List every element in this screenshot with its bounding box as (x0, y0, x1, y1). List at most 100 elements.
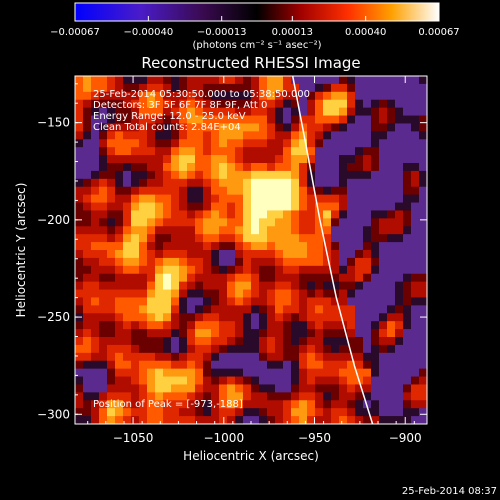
heatmap-cell (203, 368, 212, 378)
heatmap-cell (139, 155, 148, 164)
heatmap-cell (323, 76, 332, 85)
heatmap-cell (315, 155, 324, 164)
heatmap-cell (259, 376, 268, 386)
heatmap-cell (331, 210, 340, 219)
heatmap-cell (339, 352, 348, 362)
heatmap-cell (307, 155, 316, 164)
heatmap-cell (227, 131, 236, 140)
heatmap-cell (363, 329, 372, 338)
heatmap-cell (379, 257, 388, 267)
heatmap-cell (171, 376, 180, 386)
heatmap-cell (267, 400, 276, 409)
heatmap-cell (163, 273, 172, 283)
heatmap-cell (307, 368, 316, 378)
heatmap-cell (307, 178, 316, 188)
heatmap-cell (395, 360, 404, 370)
heatmap-cell (307, 392, 316, 401)
heatmap-cell (235, 289, 244, 299)
heatmap-cell (179, 281, 188, 291)
heatmap-cell (339, 289, 348, 299)
heatmap-cell (147, 305, 156, 314)
heatmap-cell (227, 226, 236, 235)
heatmap-cell (403, 147, 412, 156)
heatmap-cell (403, 155, 412, 164)
heatmap-cell (379, 194, 388, 204)
heatmap-cell (347, 194, 356, 204)
heatmap-cell (339, 400, 348, 409)
heatmap-cell (75, 265, 84, 275)
heatmap-cell (219, 392, 228, 401)
heatmap-cell (195, 250, 204, 259)
heatmap-cell (91, 99, 100, 109)
heatmap-cell (187, 360, 196, 370)
heatmap-cell (155, 99, 164, 109)
heatmap-cell (363, 163, 372, 172)
heatmap-cell (251, 313, 260, 322)
heatmap-cell (179, 115, 188, 125)
heatmap-cell (235, 368, 244, 378)
heatmap-cell (139, 368, 148, 378)
heatmap-cell (403, 218, 412, 227)
heatmap-cell (411, 337, 420, 346)
heatmap-cell (147, 329, 156, 338)
heatmap-cell (243, 194, 252, 204)
heatmap-cell (315, 352, 324, 362)
heatmap-cell (251, 123, 260, 132)
heatmap-cell (139, 265, 148, 275)
heatmap-cell (315, 234, 324, 243)
heatmap-cell (211, 123, 220, 132)
heatmap-cell (235, 273, 244, 283)
heatmap-cell (331, 360, 340, 370)
heatmap-cell (147, 337, 156, 346)
heatmap-cell (403, 344, 412, 354)
heatmap-cell (403, 273, 412, 283)
heatmap-cell (219, 83, 228, 93)
heatmap-cell (131, 178, 140, 188)
heatmap-cell (403, 305, 412, 314)
heatmap-cell (259, 91, 268, 101)
heatmap-cell (131, 194, 140, 204)
heatmap-cell (267, 352, 276, 362)
heatmap-cell (179, 416, 188, 424)
heatmap-cell (267, 163, 276, 172)
heatmap-cell (187, 297, 196, 306)
heatmap-cell (171, 321, 180, 330)
heatmap-cell (387, 281, 396, 291)
heatmap-cell (403, 210, 412, 219)
heatmap-cell (91, 178, 100, 188)
heatmap-cell (139, 218, 148, 227)
heatmap-cell (307, 321, 316, 330)
heatmap-cell (315, 368, 324, 378)
heatmap-cell (259, 297, 268, 306)
heatmap-cell (131, 147, 140, 156)
heatmap-cell (227, 376, 236, 386)
heatmap-cell (83, 265, 92, 275)
heatmap-cell (251, 392, 260, 401)
heatmap-cell (99, 384, 108, 393)
heatmap-cell (187, 99, 196, 109)
heatmap-cell (371, 155, 380, 164)
heatmap-cell (155, 163, 164, 172)
heatmap-cell (211, 163, 220, 172)
heatmap-cell (347, 242, 356, 251)
heatmap-cell (251, 352, 260, 362)
heatmap-cell (395, 329, 404, 338)
heatmap-cell (419, 242, 427, 251)
heatmap-cell (339, 115, 348, 125)
heatmap-cell (219, 202, 228, 212)
heatmap-cell (179, 163, 188, 172)
heatmap-cell (307, 218, 316, 227)
heatmap-cell (83, 281, 92, 291)
heatmap-cell (291, 194, 300, 204)
heatmap-cell (275, 297, 284, 306)
heatmap-cell (83, 416, 92, 424)
heatmap-cell (315, 123, 324, 132)
heatmap-cell (395, 313, 404, 322)
heatmap-cell (379, 131, 388, 140)
heatmap-cell (203, 376, 212, 386)
heatmap-cell (155, 202, 164, 212)
heatmap-cell (347, 147, 356, 156)
heatmap-cell (219, 376, 228, 386)
heatmap-cell (99, 273, 108, 283)
heatmap-cell (251, 337, 260, 346)
